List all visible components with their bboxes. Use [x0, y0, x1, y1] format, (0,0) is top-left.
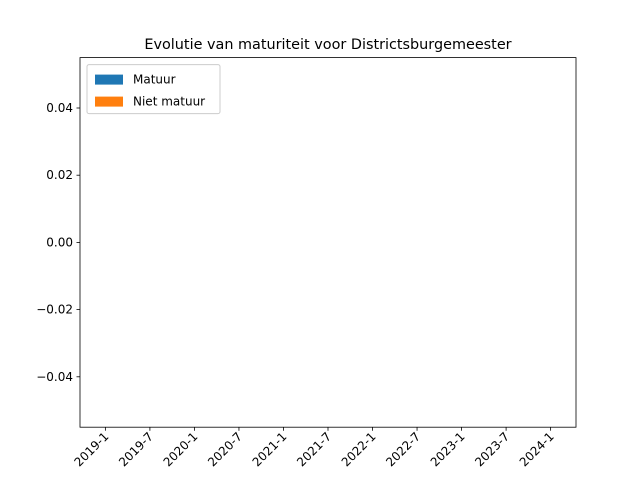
legend-swatch [95, 74, 123, 85]
legend-label: Niet matuur [133, 95, 205, 109]
legend-label: Matuur [133, 73, 176, 87]
chart-title: Evolutie van maturiteit voor Districtsbu… [144, 37, 511, 53]
legend-swatch [95, 96, 123, 107]
y-tick-label: −0.02 [36, 303, 73, 317]
legend: Matuur Niet matuur [86, 64, 221, 115]
y-tick-label: −0.04 [36, 370, 73, 384]
y-tick-label: 0.02 [46, 168, 73, 182]
y-tick-label: 0.04 [46, 101, 73, 115]
y-tick-label: 0.00 [46, 235, 73, 249]
